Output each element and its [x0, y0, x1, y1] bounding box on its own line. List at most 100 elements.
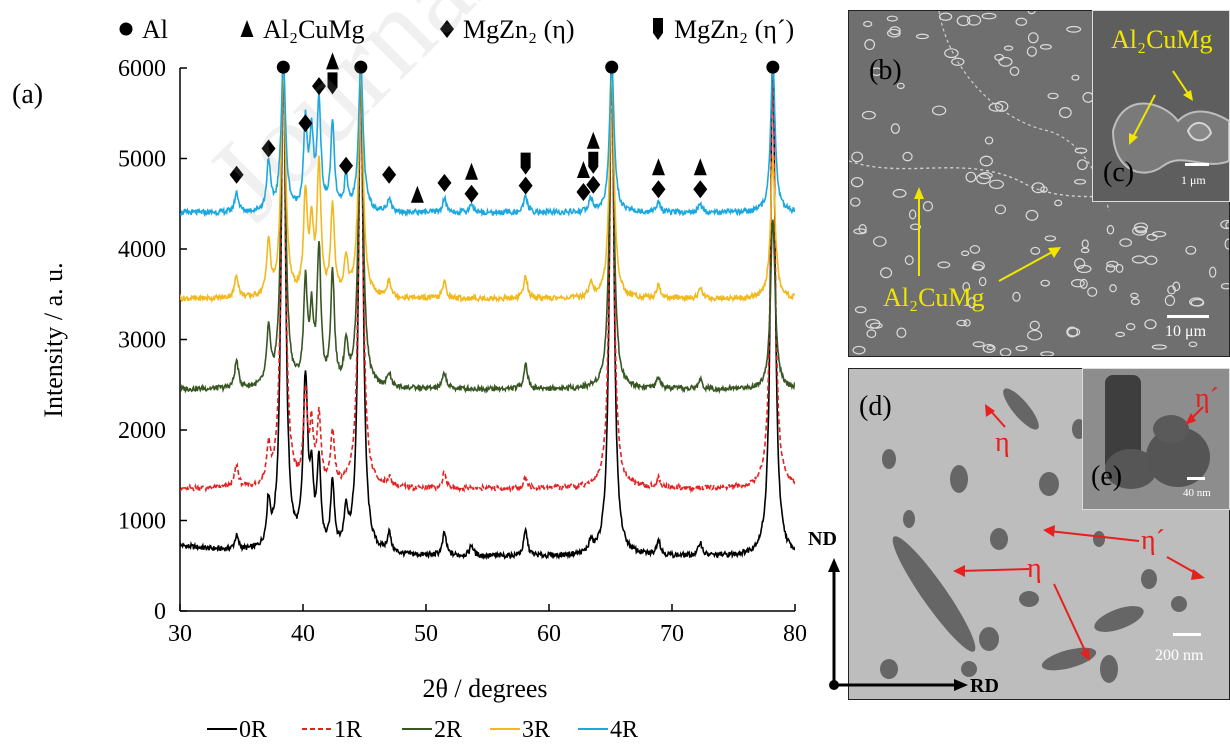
precipitate-ring	[978, 276, 987, 287]
al-peak-marker	[354, 60, 368, 74]
precipitate-ring	[984, 136, 994, 145]
precipitate-ring	[890, 123, 900, 134]
precipitate-ring	[981, 12, 997, 20]
al2cumg-peak-marker	[326, 52, 340, 70]
y-tick-label: 1000	[118, 509, 166, 535]
sem-arrows	[914, 187, 1061, 282]
series-line-1R	[180, 66, 795, 494]
precipitate-ring	[852, 345, 866, 355]
precipitate-ring	[978, 172, 993, 180]
eta-prime-label: η´	[1141, 525, 1165, 556]
precipitate-ring	[863, 20, 873, 28]
precipitate-ring	[1167, 285, 1177, 295]
al2cumg-peak-marker	[576, 160, 590, 178]
precipitate-ring	[966, 14, 982, 26]
precipitate-ring	[1130, 298, 1140, 306]
precipitate-ring	[956, 319, 967, 327]
mgzn2-eta-prime-peak-marker	[588, 151, 599, 174]
y-tick-label: 3000	[118, 328, 166, 354]
precipitate-ring	[1144, 319, 1157, 330]
al2cumg-peak-marker	[693, 158, 707, 176]
precipitate-ring	[1087, 286, 1098, 297]
precipitate-ring	[1079, 278, 1088, 289]
precipitate-ring	[1030, 246, 1041, 255]
precipitate-ring	[1044, 235, 1057, 242]
precipitate-ring	[1105, 264, 1116, 273]
series-line-3R	[180, 64, 795, 304]
precipitate	[1171, 596, 1187, 612]
mgzn2-eta-peak-marker	[651, 180, 666, 199]
precipitate	[1003, 388, 1039, 430]
y-tick-label: 4000	[118, 237, 166, 263]
tem-arrows	[953, 404, 1205, 661]
precipitate-ring	[1220, 282, 1229, 290]
precipitate-ring	[989, 179, 1004, 190]
y-tick-label: 5000	[118, 147, 166, 173]
precipitate-ring	[887, 28, 901, 38]
precipitate-ring	[969, 245, 981, 254]
precipitate-ring	[861, 110, 876, 120]
precipitate-ring	[931, 105, 947, 116]
precipitate	[1100, 655, 1118, 683]
series-legend: 0R 1R 2R 3R 4R	[207, 717, 638, 743]
y-tick-label: 6000	[118, 56, 166, 82]
precipitate	[882, 449, 896, 469]
x-tick-label: 70	[660, 621, 684, 647]
precipitate-ring	[854, 306, 867, 314]
mgzn2-eta-prime-peak-marker	[327, 72, 338, 95]
y-tick-label: 2000	[118, 418, 166, 444]
precipitate-ring	[896, 82, 905, 90]
precipitate-ring	[956, 15, 971, 27]
precipitate-ring	[1071, 74, 1080, 81]
mgzn2-eta-peak-marker	[339, 156, 354, 175]
precipitate-ring	[994, 53, 1004, 61]
precipitate-ring	[982, 343, 996, 353]
precipitate-ring	[853, 228, 867, 235]
precipitate-ring	[851, 151, 864, 163]
precipitate-ring	[866, 329, 877, 339]
inset-phase-label: Al₂CuMg	[1111, 25, 1213, 54]
precipitate-ring	[1015, 345, 1028, 352]
precipitate-ring	[1133, 222, 1149, 232]
precipitate-ring	[994, 204, 1007, 215]
precipitate-ring	[1145, 255, 1158, 265]
tem-micrograph-e: η´ (e) 40 nm	[1082, 368, 1230, 510]
precipitate-ring	[999, 347, 1012, 356]
rd-label: RD	[970, 675, 999, 697]
precipitate-ring	[1058, 107, 1072, 119]
precipitate-ring	[1106, 224, 1115, 235]
precipitate-ring	[1066, 326, 1079, 338]
precipitate-ring	[1012, 291, 1021, 302]
eta-label-bottom: η	[1027, 553, 1042, 584]
precipitate	[1019, 591, 1039, 607]
orientation-axes	[828, 558, 968, 691]
chart-axes: 30 40 50 60 70 80 0 1000 2000 3000 4000 5000 6000	[118, 56, 807, 647]
precipitate	[880, 659, 898, 679]
scale-bar-b	[1167, 315, 1209, 318]
precipitate-ring	[1132, 226, 1148, 236]
x-tick-label: 50	[414, 621, 438, 647]
precipitate-ring	[1027, 329, 1043, 341]
mgzn2-eta-peak-marker	[261, 139, 276, 158]
precipitate-ring	[1067, 327, 1081, 337]
precipitate-ring	[886, 15, 898, 22]
precipitate-ring	[988, 102, 1004, 112]
precipitate-ring	[1040, 186, 1048, 193]
panel-c-label: (c)	[1103, 157, 1135, 188]
precipitate-ring	[1077, 159, 1088, 171]
precipitate	[990, 528, 1008, 550]
phase-legend-label: MgZn₂ (η´)	[674, 15, 794, 44]
precipitate-ring	[1106, 260, 1119, 268]
phase-markers	[229, 52, 780, 203]
scale-text-e: 40 nm	[1183, 487, 1211, 499]
inset-eta-prime-label: η´	[1195, 383, 1219, 414]
x-tick-label: 60	[537, 621, 561, 647]
eta-label-top: η	[995, 427, 1010, 458]
precipitate-ring	[937, 261, 951, 269]
precipitate-ring	[1074, 257, 1086, 269]
precipitate-ring	[1119, 238, 1133, 247]
legend-label-2R: 2R	[434, 717, 462, 743]
scale-bar-e	[1187, 477, 1205, 480]
mgzn2-eta-peak-marker	[311, 77, 326, 96]
precipitate-ring	[1220, 219, 1229, 230]
